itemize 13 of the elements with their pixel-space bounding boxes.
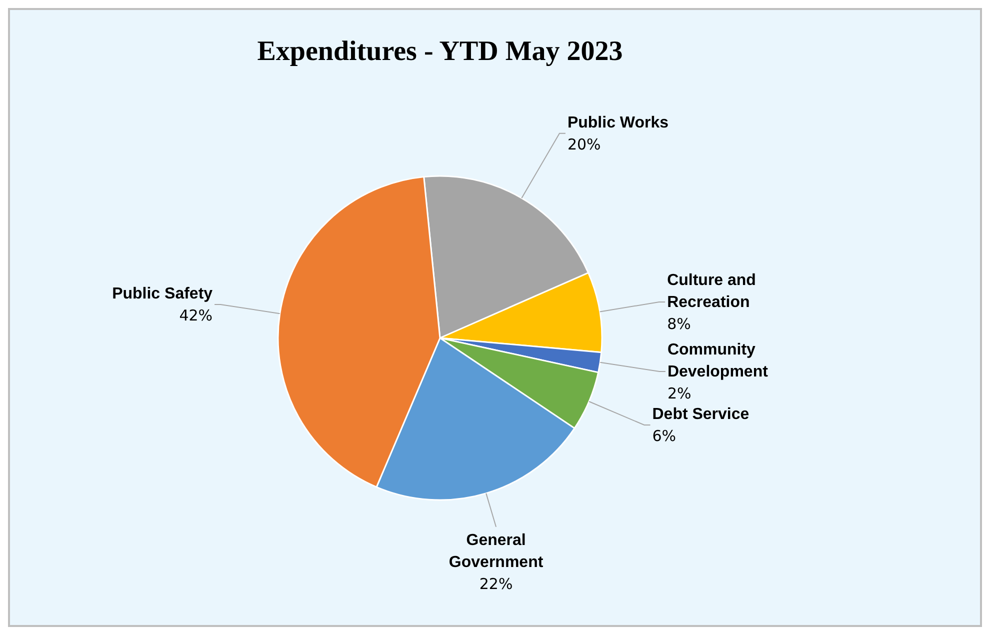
slice-label: General Government (448, 532, 544, 571)
slice-label: Culture and Recreation (667, 272, 756, 312)
slice-label: Debt Service (652, 406, 750, 423)
slice-label: Public Works (567, 114, 669, 132)
data-label: 6% (652, 426, 676, 445)
slice-label: Public Safety (112, 286, 213, 303)
data-label: 22% (479, 574, 513, 593)
data-label: 8% (667, 315, 691, 334)
data-label: 20% (567, 135, 601, 154)
chart-title: Expenditures - YTD May 2023 (257, 36, 623, 67)
slice-label: Community Development (667, 341, 769, 380)
data-label: 42% (179, 306, 213, 325)
data-label: 2% (667, 384, 692, 402)
